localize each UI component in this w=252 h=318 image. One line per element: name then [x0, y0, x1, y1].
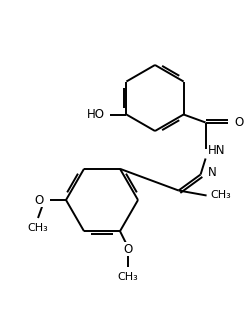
- Text: CH₃: CH₃: [211, 190, 231, 201]
- Text: CH₃: CH₃: [28, 223, 48, 233]
- Text: N: N: [208, 166, 216, 179]
- Text: CH₃: CH₃: [118, 272, 138, 282]
- Text: O: O: [235, 116, 244, 129]
- Text: O: O: [123, 243, 133, 256]
- Text: HO: HO: [86, 108, 104, 121]
- Text: HN: HN: [208, 144, 225, 157]
- Text: O: O: [35, 193, 44, 206]
